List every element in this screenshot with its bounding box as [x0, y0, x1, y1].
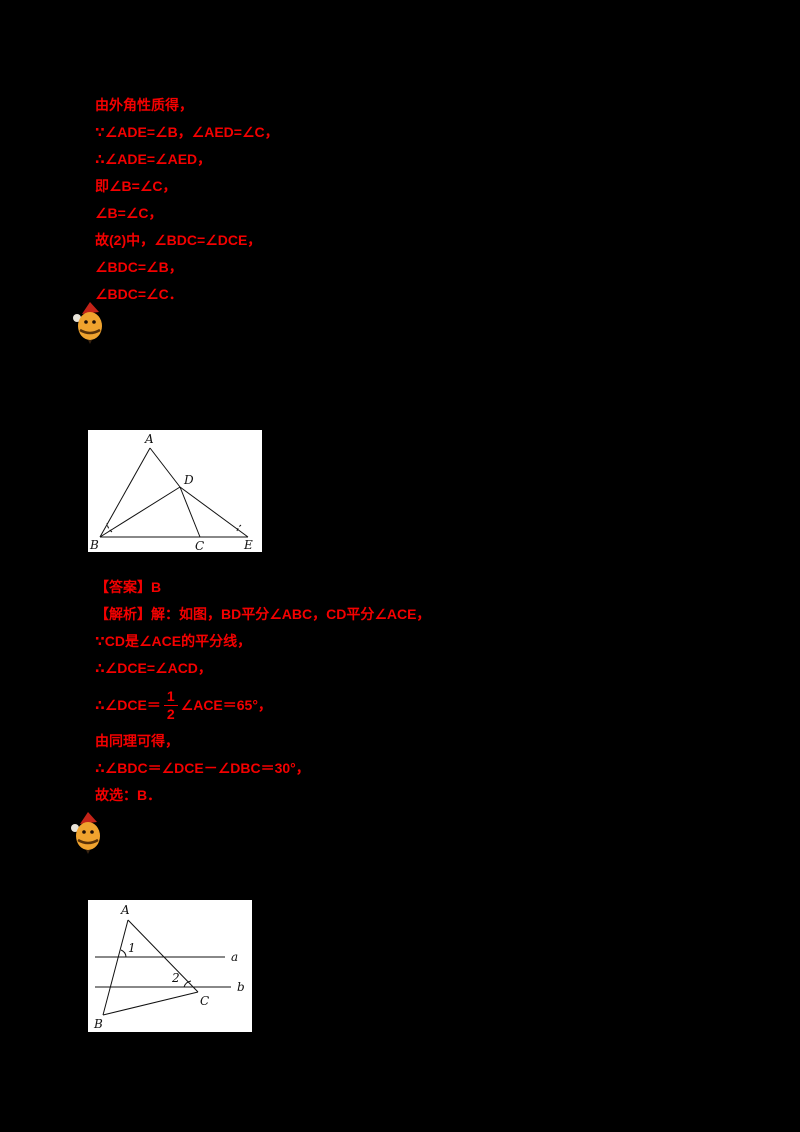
edge-BD [99, 486, 181, 538]
solution-line: 故(2)中，∠BDC=∠DCE， [95, 232, 262, 248]
mascot-pencil-tip [86, 850, 90, 854]
edge-AB [102, 919, 129, 1016]
angle-arc-1 [120, 949, 127, 958]
mascot-hat [82, 302, 99, 314]
line-label-b: b [237, 980, 245, 994]
point-label-D: D [183, 473, 194, 487]
fraction-line: ∴∠DCE＝ 1 2 ∠ACE＝65°， [95, 682, 430, 728]
point-label-A: A [144, 432, 154, 446]
solution-line: 即∠B=∠C， [95, 178, 177, 194]
mascot-stripe [77, 838, 99, 845]
edge-DE [179, 486, 249, 538]
fraction-post-text: ∠ACE＝65°， [180, 697, 272, 713]
point-label-B: B [93, 1017, 103, 1031]
mascot-eye [84, 320, 88, 324]
angle-arc-2 [183, 980, 192, 988]
solution-line: ∵CD是∠ACE的平分线， [95, 633, 252, 649]
mascot-wing [71, 824, 79, 832]
point-label-E: E [243, 538, 253, 552]
fraction-denominator: 2 [163, 704, 178, 722]
mascot-hat [80, 812, 97, 824]
geometry-figure-1: A B C D E [88, 430, 262, 552]
solution-line: ∴∠ADE=∠AED， [95, 151, 212, 167]
solution-line: ∠BDC=∠C． [95, 286, 183, 302]
solution-line: ∠BDC=∠B， [95, 259, 183, 275]
mascot-stripe [79, 328, 101, 335]
mascot-body [76, 822, 100, 850]
fraction-numerator: 1 [166, 688, 175, 705]
angle-arc-E [236, 524, 242, 532]
conclusion-line: 故选：B． [95, 787, 162, 803]
line-label-a: a [231, 950, 238, 964]
solution-mid-block: 【答案】B 【解析】解：如图，BD平分∠ABC，CD平分∠ACE， ∵CD是∠A… [95, 574, 430, 809]
fraction-one-half: 1 2 [163, 688, 178, 722]
pencil-mascot-icon [72, 302, 108, 344]
pencil-mascot-icon [70, 812, 106, 854]
edge-AC [127, 919, 199, 993]
solution-line: 由外角性质得， [95, 97, 193, 113]
solution-line: 【解析】解：如图，BD平分∠ABC，CD平分∠ACE， [95, 606, 431, 622]
angle-label-2: 2 [171, 971, 180, 985]
mascot-eye [90, 830, 94, 834]
angle-label-1: 1 [128, 941, 136, 955]
solution-line: ∴∠DCE=∠ACD， [95, 660, 212, 676]
solution-line: ∵∠ADE=∠B，∠AED=∠C， [95, 124, 279, 140]
mascot-eye [82, 830, 86, 834]
answer-line: 【答案】B [95, 579, 162, 595]
angle-arc-B [106, 522, 113, 533]
solution-line: 由同理可得， [95, 733, 179, 749]
point-label-B: B [89, 538, 99, 552]
fraction-pre-text: ∴∠DCE＝ [95, 697, 161, 713]
point-label-C: C [200, 994, 209, 1008]
solution-top-block: 由外角性质得， ∵∠ADE=∠B，∠AED=∠C， ∴∠ADE=∠AED， 即∠… [95, 92, 279, 308]
edge-AD [149, 447, 181, 488]
point-label-A: A [120, 903, 130, 917]
solution-line: ∴∠BDC＝∠DCE－∠DBC＝30°， [95, 760, 310, 776]
edge-BC [102, 991, 199, 1016]
edge-DC [179, 486, 201, 538]
solution-line: ∠B=∠C， [95, 205, 163, 221]
geometry-figure-2: A B C a b 1 2 [88, 900, 252, 1032]
edge-AB [99, 447, 151, 538]
mascot-eye [92, 320, 96, 324]
mascot-pencil-tip [88, 340, 92, 344]
point-label-C: C [195, 539, 204, 552]
mascot-body [78, 312, 102, 340]
mascot-wing [73, 314, 81, 322]
